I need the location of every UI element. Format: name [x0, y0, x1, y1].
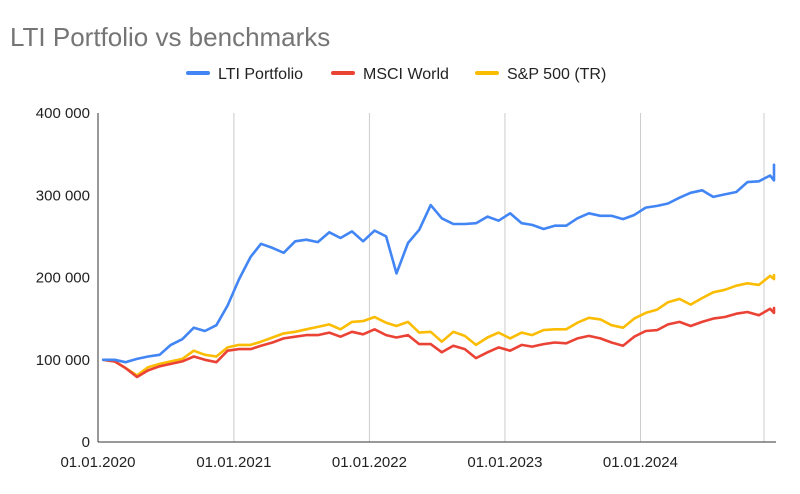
series-line-msci-world — [101, 306, 776, 379]
y-tick-label: 300 000 — [36, 187, 90, 204]
legend-swatch-msci-world — [331, 70, 355, 75]
legend-swatch-sp500 — [475, 70, 499, 75]
y-tick-label: 0 — [82, 434, 90, 451]
x-tick-label: 01.01.2020 — [60, 454, 135, 471]
x-tick-label: 01.01.2024 — [603, 454, 678, 471]
legend-label-lti-portfolio: LTI Portfolio — [218, 66, 304, 83]
x-tick-label: 01.01.2023 — [467, 454, 542, 471]
legend-item-lti-portfolio[interactable]: LTI Portfolio — [186, 66, 303, 84]
legend-item-msci-world[interactable]: MSCI World — [331, 66, 449, 84]
x-tick-label: 01.01.2021 — [196, 454, 271, 471]
y-tick-label: 200 000 — [36, 270, 90, 287]
series-line-lti-portfolio — [101, 163, 776, 364]
y-tick-label: 400 000 — [36, 105, 90, 122]
chart-title: LTI Portfolio vs benchmarks — [10, 22, 331, 52]
legend: LTI Portfolio MSCI World S&P 500 (TR) — [0, 66, 800, 90]
legend-swatch-lti-portfolio — [186, 70, 210, 75]
series-line-sp500 — [101, 273, 776, 377]
legend-label-sp500: S&P 500 (TR) — [507, 66, 607, 83]
y-tick-label: 100 000 — [36, 352, 90, 369]
legend-item-sp500[interactable]: S&P 500 (TR) — [475, 66, 606, 84]
x-tick-label: 01.01.2022 — [332, 454, 407, 471]
legend-label-msci-world: MSCI World — [363, 66, 449, 83]
